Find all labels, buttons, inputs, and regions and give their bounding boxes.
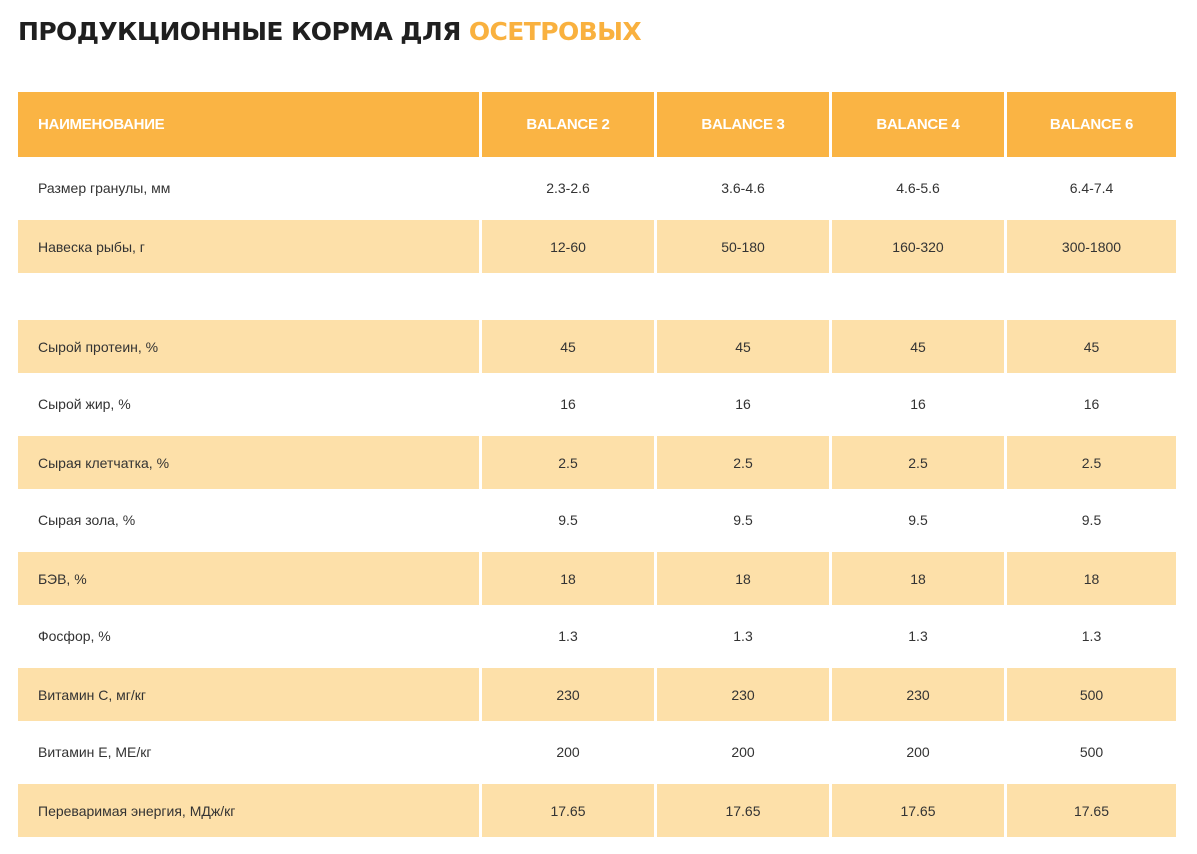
cell-value: 12-60 bbox=[479, 220, 654, 273]
cell-value: 300-1800 bbox=[1004, 220, 1176, 273]
cell-value: 18 bbox=[654, 552, 829, 605]
cell-value: 9.5 bbox=[479, 493, 654, 546]
page-title-main: ПРОДУКЦИОННЫЕ КОРМА ДЛЯ bbox=[18, 17, 461, 46]
cell-value: 4.6-5.6 bbox=[829, 161, 1004, 214]
cell-value: 1.3 bbox=[829, 609, 1004, 662]
cell-value: 160-320 bbox=[829, 220, 1004, 273]
header-balance-2: BALANCE 2 bbox=[479, 92, 654, 157]
table-header-row: НАИМЕНОВАНИЕ BALANCE 2 BALANCE 3 BALANCE… bbox=[18, 92, 1176, 157]
cell-value: 45 bbox=[1004, 320, 1176, 373]
cell-value: 17.65 bbox=[654, 784, 829, 837]
row-label: Сырая зола, % bbox=[38, 511, 136, 528]
cell-value: 230 bbox=[654, 668, 829, 721]
cell-value: 200 bbox=[829, 725, 1004, 778]
table-row-nitrogen-free-extract: БЭВ, % 18 18 18 18 bbox=[18, 552, 1176, 605]
row-label: Сырой протеин, % bbox=[18, 320, 479, 373]
cell-value: 200 bbox=[479, 725, 654, 778]
cell-value: 17.65 bbox=[479, 784, 654, 837]
table-row-granule-size: Размер гранулы, мм 2.3-2.6 3.6-4.6 4.6-5… bbox=[18, 161, 1176, 214]
table-row-vitamin-e: Витамин Е, МЕ/кг 200 200 200 500 bbox=[18, 725, 1176, 778]
cell-value: 200 bbox=[654, 725, 829, 778]
cell-value: 500 bbox=[1004, 668, 1176, 721]
row-label: Сырой жир, % bbox=[38, 395, 131, 412]
header-name: НАИМЕНОВАНИЕ bbox=[18, 92, 479, 157]
feed-specs-table: НАИМЕНОВАНИЕ BALANCE 2 BALANCE 3 BALANCE… bbox=[18, 92, 1176, 837]
header-balance-6: BALANCE 6 bbox=[1004, 92, 1176, 157]
cell-value: 2.5 bbox=[829, 436, 1004, 489]
table-row-digestible-energy: Переваримая энергия, МДж/кг 17.65 17.65 … bbox=[18, 784, 1176, 837]
page-title: ПРОДУКЦИОННЫЕ КОРМА ДЛЯ ОСЕТРОВЫХ bbox=[18, 14, 642, 50]
cell-value: 230 bbox=[479, 668, 654, 721]
page-title-accent: ОСЕТРОВЫХ bbox=[468, 17, 642, 46]
row-label: Витамин Е, МЕ/кг bbox=[38, 743, 152, 760]
cell-value: 1.3 bbox=[479, 609, 654, 662]
cell-value: 1.3 bbox=[654, 609, 829, 662]
cell-value: 18 bbox=[479, 552, 654, 605]
table-row-vitamin-c: Витамин С, мг/кг 230 230 230 500 bbox=[18, 668, 1176, 721]
row-label: Размер гранулы, мм bbox=[38, 179, 171, 196]
row-label: Фосфор, % bbox=[38, 627, 111, 644]
row-label: Переваримая энергия, МДж/кг bbox=[18, 784, 479, 837]
cell-value: 230 bbox=[829, 668, 1004, 721]
cell-value: 18 bbox=[829, 552, 1004, 605]
cell-value: 2.3-2.6 bbox=[479, 161, 654, 214]
cell-value: 45 bbox=[829, 320, 1004, 373]
cell-value: 45 bbox=[479, 320, 654, 373]
header-balance-3: BALANCE 3 bbox=[654, 92, 829, 157]
header-balance-4: BALANCE 4 bbox=[829, 92, 1004, 157]
cell-value: 2.5 bbox=[479, 436, 654, 489]
table-row-crude-fat: Сырой жир, % 16 16 16 16 bbox=[18, 377, 1176, 430]
row-label: Витамин С, мг/кг bbox=[18, 668, 479, 721]
cell-value: 6.4-7.4 bbox=[1004, 161, 1176, 214]
cell-value: 16 bbox=[654, 377, 829, 430]
cell-value: 17.65 bbox=[1004, 784, 1176, 837]
cell-value: 50-180 bbox=[654, 220, 829, 273]
cell-value: 500 bbox=[1004, 725, 1176, 778]
table-row-phosphorus: Фосфор, % 1.3 1.3 1.3 1.3 bbox=[18, 609, 1176, 662]
cell-value: 17.65 bbox=[829, 784, 1004, 837]
table-row-crude-protein: Сырой протеин, % 45 45 45 45 bbox=[18, 320, 1176, 373]
cell-value: 16 bbox=[1004, 377, 1176, 430]
cell-value: 16 bbox=[829, 377, 1004, 430]
table-row-crude-fiber: Сырая клетчатка, % 2.5 2.5 2.5 2.5 bbox=[18, 436, 1176, 489]
cell-value: 2.5 bbox=[654, 436, 829, 489]
cell-value: 16 bbox=[479, 377, 654, 430]
cell-value: 2.5 bbox=[1004, 436, 1176, 489]
row-label: Сырая клетчатка, % bbox=[18, 436, 479, 489]
cell-value: 45 bbox=[654, 320, 829, 373]
table-row-crude-ash: Сырая зола, % 9.5 9.5 9.5 9.5 bbox=[18, 493, 1176, 546]
cell-value: 9.5 bbox=[654, 493, 829, 546]
row-label: Навеска рыбы, г bbox=[18, 220, 479, 273]
cell-value: 1.3 bbox=[1004, 609, 1176, 662]
row-label: БЭВ, % bbox=[18, 552, 479, 605]
cell-value: 9.5 bbox=[1004, 493, 1176, 546]
cell-value: 3.6-4.6 bbox=[654, 161, 829, 214]
cell-value: 9.5 bbox=[829, 493, 1004, 546]
cell-value: 18 bbox=[1004, 552, 1176, 605]
section-spacer bbox=[18, 273, 1176, 320]
table-row-fish-weight: Навеска рыбы, г 12-60 50-180 160-320 300… bbox=[18, 220, 1176, 273]
